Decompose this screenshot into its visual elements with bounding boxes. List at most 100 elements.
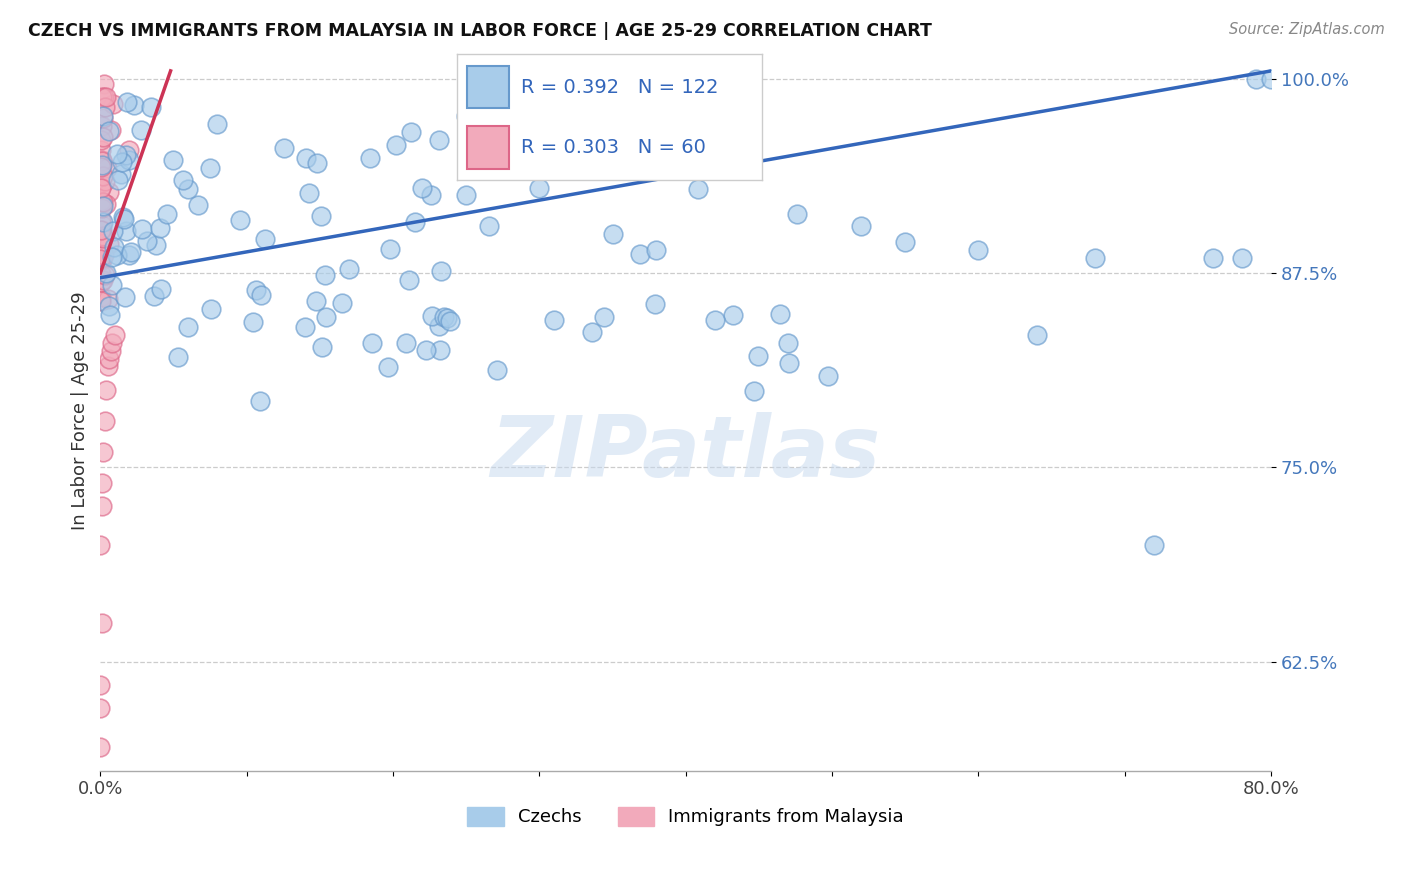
Point [398,273,420,287]
Point [96,383,118,397]
Point [1260,71,1282,86]
Point [704,312,727,326]
Point [90,153,112,168]
Point [94,266,117,280]
Point [110,167,132,181]
Point [90,267,112,281]
Point [93,78,115,92]
Point [1084,251,1107,265]
Point [439,314,461,328]
Point [721,308,744,322]
Point [91,215,114,229]
Point [100,123,122,137]
Point [420,310,443,324]
Point [93,414,115,428]
Point [89,538,111,552]
Point [177,320,200,334]
Point [205,117,228,131]
Point [91,198,114,212]
Point [93,100,115,114]
Point [395,336,418,351]
Point [1246,71,1268,86]
Point [404,215,426,229]
Point [198,161,221,176]
Point [112,211,135,225]
Point [94,89,117,103]
Text: ZIPatlas: ZIPatlas [491,412,880,495]
Point [91,223,114,237]
Point [436,310,458,325]
Point [94,268,117,283]
Point [90,615,112,630]
Point [249,393,271,408]
Point [90,196,112,211]
Point [89,252,111,266]
Point [90,247,112,261]
Point [315,310,337,324]
Point [139,100,162,114]
Point [96,161,118,175]
Point [242,314,264,328]
Point [456,109,478,123]
Point [142,288,165,302]
Point [94,174,117,188]
Point [122,97,145,112]
Point [100,343,122,358]
Point [118,143,141,157]
Point [90,500,112,514]
Point [399,125,422,139]
Point [90,158,112,172]
Point [742,384,765,398]
Point [101,278,124,293]
Point [91,112,114,126]
Point [90,475,112,490]
Point [177,182,200,196]
Point [411,180,433,194]
Point [91,230,114,244]
Point [101,224,124,238]
Point [503,156,526,170]
Point [101,251,124,265]
Point [98,236,121,251]
Point [645,243,668,257]
Point [420,187,443,202]
Point [229,213,252,227]
Point [98,351,121,366]
Point [91,273,114,287]
Point [187,198,209,212]
Point [592,310,614,325]
Point [429,343,451,358]
Point [89,678,111,692]
Point [93,195,115,210]
Point [97,185,120,199]
Point [90,223,112,237]
Point [91,445,114,459]
Point [118,248,141,262]
Point [298,186,321,201]
Point [253,232,276,246]
Point [361,335,384,350]
Point [107,172,129,186]
Point [98,299,121,313]
Point [543,313,565,327]
Point [427,318,450,333]
Point [103,240,125,254]
Point [90,133,112,147]
Point [90,181,112,195]
Point [167,350,190,364]
Point [162,153,184,168]
Point [644,297,666,311]
Point [89,701,111,715]
Point [101,336,124,351]
Point [581,325,603,339]
Point [112,212,135,227]
Point [1026,328,1049,343]
Point [90,160,112,174]
Point [628,247,651,261]
Point [114,147,136,161]
Point [415,343,437,357]
Point [172,172,194,186]
Point [311,341,333,355]
Point [104,328,127,343]
Point [529,180,551,194]
